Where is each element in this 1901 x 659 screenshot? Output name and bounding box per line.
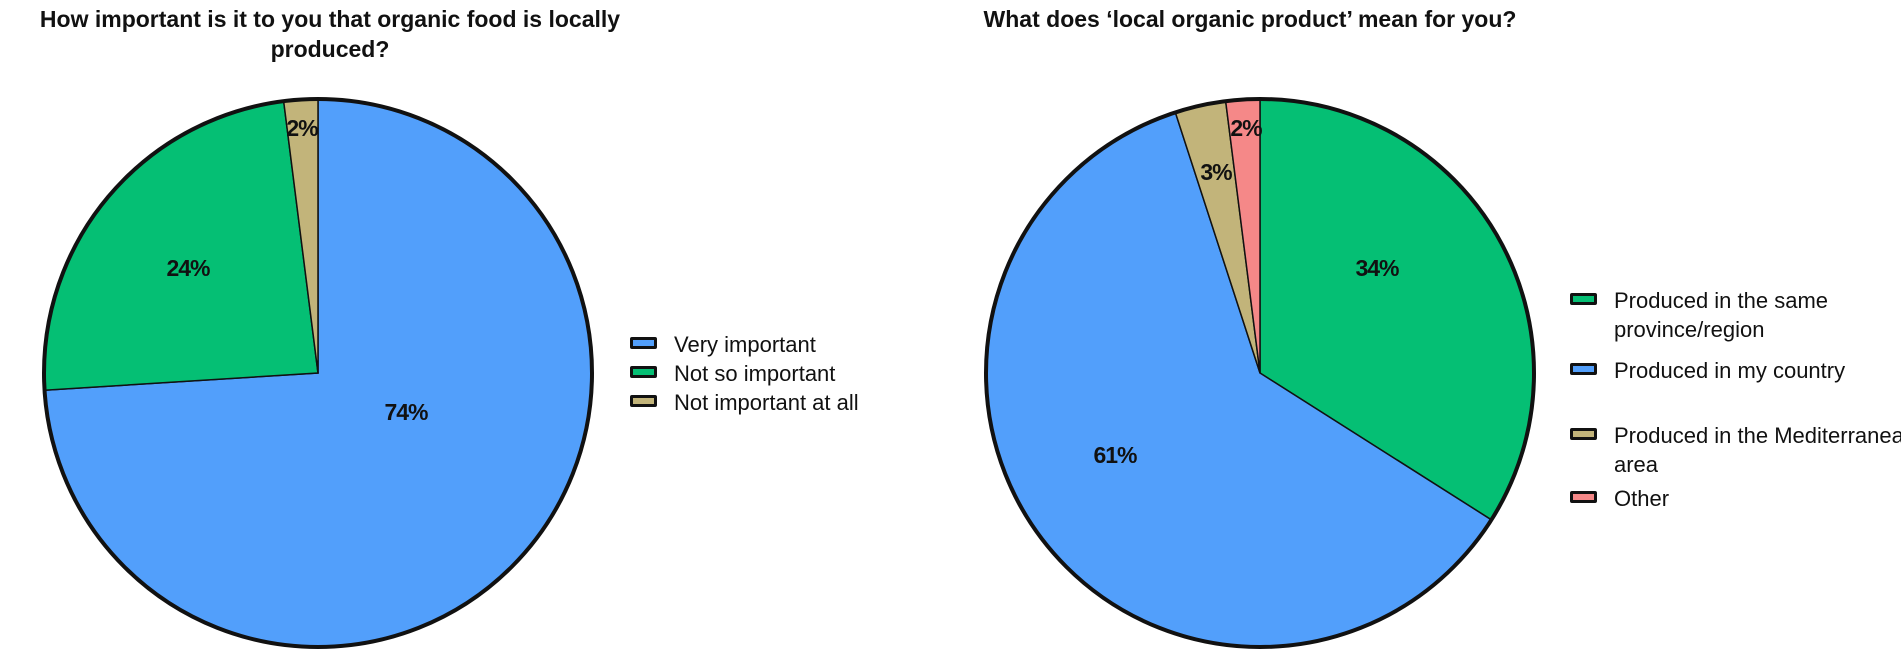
legend-item-mediterranean-area: Produced in the Mediterranean area — [1570, 421, 1901, 484]
legend-item-very-important: Very important — [630, 330, 859, 359]
data-label-produced-in-my-country: 61% — [1093, 442, 1137, 468]
data-label-very-important: 74% — [384, 399, 428, 425]
legend-label: Produced in my country — [1614, 358, 1846, 383]
data-label-not-so-important: 24% — [166, 255, 210, 281]
pie-chart-importance: How important is it to you that organic … — [0, 0, 940, 659]
pie-slice-not-so-important — [43, 100, 319, 391]
legend-item-other: Other — [1570, 484, 1901, 513]
pie-importance: 74% 24% 2% — [42, 97, 594, 649]
chart-title: What does ‘local organic product’ mean f… — [983, 6, 1517, 32]
legend-swatch — [630, 395, 657, 407]
legend-label: Other — [1614, 486, 1670, 511]
legend-item-not-so-important: Not so important — [630, 359, 859, 388]
legend: Very important Not so important Not impo… — [630, 330, 859, 417]
legend-label: Very important — [674, 332, 816, 357]
legend-swatch — [630, 366, 657, 378]
legend-label: Produced in the same province/region — [1614, 288, 1829, 342]
legend-label: Not important at all — [674, 390, 859, 415]
legend-swatch — [1570, 293, 1597, 305]
pie-outline — [42, 97, 594, 649]
pie-chart-meaning: What does ‘local organic product’ mean f… — [940, 0, 1901, 659]
pie-outline — [984, 97, 1536, 649]
legend-item-same-province-region: Produced in the same province/region — [1570, 286, 1901, 356]
legend-label: Produced in the Mediterranean area — [1614, 423, 1901, 477]
legend: Produced in the same province/region Pro… — [1570, 286, 1901, 513]
legend-swatch — [1570, 491, 1597, 503]
legend-swatch — [1570, 363, 1597, 375]
data-label-produced-in-the-mediterranean-area: 3% — [1200, 159, 1232, 185]
data-label-produced-in-the-same-province-region: 34% — [1355, 255, 1399, 281]
data-label-not-important-at-all: 2% — [286, 115, 318, 141]
data-label-other: 2% — [1230, 115, 1262, 141]
legend-item-not-important-at-all: Not important at all — [630, 388, 859, 417]
legend-swatch — [1570, 428, 1597, 440]
legend-swatch — [630, 337, 657, 349]
pie-meaning: 34% 61% 3% 2% — [984, 97, 1536, 649]
chart-title: How important is it to you that organic … — [39, 6, 621, 62]
legend-item-my-country: Produced in my country — [1570, 356, 1901, 421]
legend-label: Not so important — [674, 361, 836, 386]
